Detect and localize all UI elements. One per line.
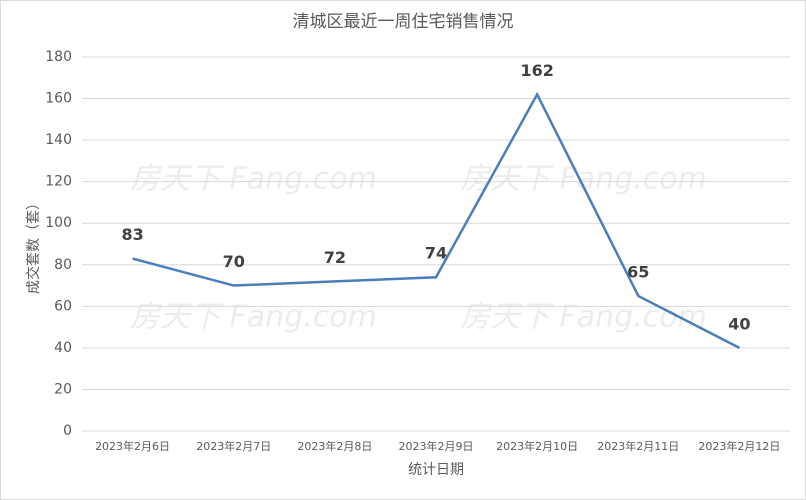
x-tick-label: 2023年2月6日 xyxy=(95,439,170,453)
data-label: 83 xyxy=(121,225,143,244)
watermark: 房天下 Fang.com xyxy=(460,162,707,197)
watermark: 房天下 Fang.com xyxy=(460,300,707,335)
data-line xyxy=(132,91,741,350)
x-axis-label: 统计日期 xyxy=(408,462,464,478)
x-tick-label: 2023年2月12日 xyxy=(698,439,780,453)
watermark: 房天下 Fang.com xyxy=(130,162,377,197)
y-tick-label: 80 xyxy=(54,257,72,273)
data-label: 65 xyxy=(627,262,649,281)
y-tick-label: 20 xyxy=(54,381,72,397)
y-tick-label: 100 xyxy=(45,215,72,231)
x-tick-label: 2023年2月7日 xyxy=(196,439,271,453)
data-label: 162 xyxy=(520,61,553,80)
x-tick-label: 2023年2月9日 xyxy=(399,439,474,453)
y-tick-label: 160 xyxy=(45,91,72,107)
data-label: 40 xyxy=(728,314,750,333)
data-label: 74 xyxy=(425,244,447,263)
data-label: 72 xyxy=(324,248,346,267)
y-tick-label: 120 xyxy=(45,174,72,190)
y-tick-label: 40 xyxy=(54,340,72,356)
y-tick-label: 60 xyxy=(54,298,72,314)
data-label: 70 xyxy=(223,252,245,271)
chart-title: 清城区最近一周住宅销售情况 xyxy=(293,12,514,32)
x-tick-label: 2023年2月11日 xyxy=(597,439,679,453)
y-tick-label: 0 xyxy=(63,423,72,439)
x-tick-label: 2023年2月8日 xyxy=(297,439,372,453)
watermark: 房天下 Fang.com xyxy=(130,300,377,335)
y-axis-label: 成交套数（套） xyxy=(25,196,42,294)
y-tick-label: 140 xyxy=(45,132,72,148)
x-tick-label: 2023年2月10日 xyxy=(496,439,578,453)
y-tick-label: 180 xyxy=(45,49,72,65)
